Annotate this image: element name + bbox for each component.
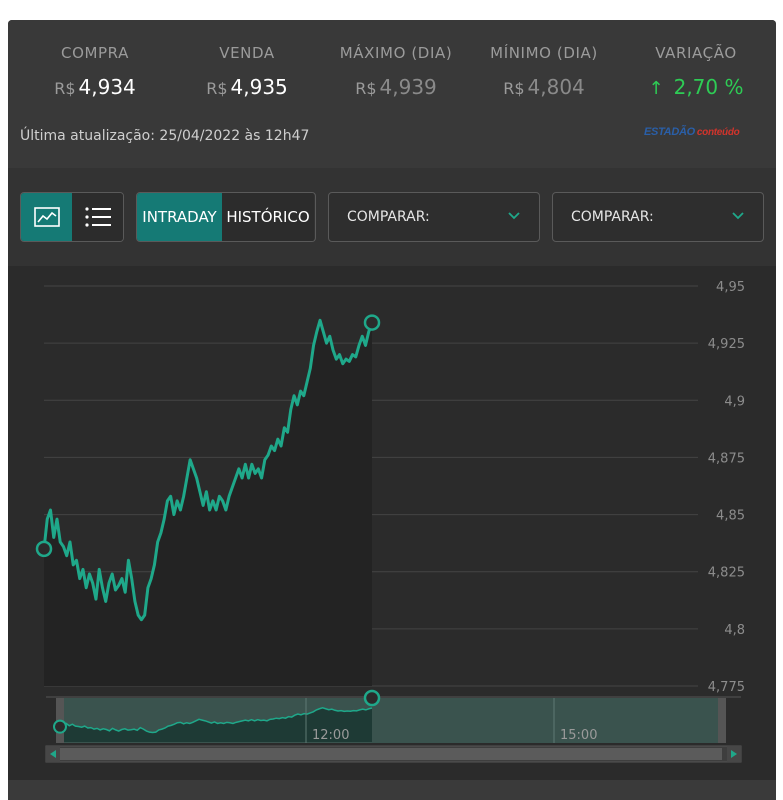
currency-quote-widget: COMPRA R$ 4,934 VENDA R$ 4,935 MÁXIMO (DIA… xyxy=(8,20,776,800)
line-chart-icon xyxy=(33,207,60,227)
quote-value: R$ 4,934 xyxy=(20,75,170,99)
footer-strip xyxy=(8,780,776,800)
navigator-x-ticks: 12:00 15:00 xyxy=(305,698,597,743)
scroll-left-icon xyxy=(50,750,56,758)
arrow-up-icon: ↑ xyxy=(648,78,664,99)
currency-symbol: R$ xyxy=(503,79,525,98)
scrollbar-thumb[interactable] xyxy=(60,748,722,760)
chart-toolbar: INTRADAY HISTÓRICO COMPARAR: COMPARAR: xyxy=(8,168,776,266)
quote-label: COMPRA xyxy=(61,44,129,62)
y-tick-label: 4,925 xyxy=(708,337,745,352)
intraday-button[interactable]: INTRADAY xyxy=(137,193,222,241)
quote-number: 4,804 xyxy=(527,75,585,99)
quote-value: R$ 4,935 xyxy=(172,75,322,99)
logo-main-text: ESTADÃO xyxy=(644,126,695,138)
quote-value: R$ 4,804 xyxy=(469,75,619,99)
y-tick-label: 4,8 xyxy=(724,623,745,638)
intraday-chart-svg: 4,95 4,925 4,9 4,875 4,85 4,825 4,8 4,775 12:00… xyxy=(35,280,745,763)
last-update-text: Última atualização: 25/04/2022 às 12h47 xyxy=(20,128,310,144)
y-axis-ticks: 4,95 4,925 4,9 4,875 4,85 4,825 4,8 4,775 xyxy=(708,280,745,695)
y-tick-label: 4,95 xyxy=(716,280,745,295)
quote-label: VENDA xyxy=(219,44,275,62)
period-toggle-group: INTRADAY HISTÓRICO xyxy=(136,192,316,242)
compare-select-1[interactable]: COMPARAR: xyxy=(328,192,540,242)
chevron-down-icon xyxy=(732,212,744,220)
y-tick-label: 4,775 xyxy=(708,680,745,695)
quote-label: MÁXIMO (DIA) xyxy=(339,44,453,62)
compare-select-label: COMPARAR: xyxy=(347,209,430,225)
currency-symbol: R$ xyxy=(54,79,76,98)
navigator-right-handle[interactable] xyxy=(718,698,726,743)
quote-number: 4,934 xyxy=(78,75,136,99)
y-tick-label: 4,825 xyxy=(708,566,745,581)
quote-value: ↑ 2,70 % xyxy=(621,75,771,99)
compare-select-label: COMPARAR: xyxy=(571,209,654,225)
price-chart: 4,95 4,925 4,9 4,875 4,85 4,825 4,8 4,775 12:00… xyxy=(8,266,776,780)
navigator-series-line xyxy=(59,707,373,734)
quote-label: MÍNIMO (DIA) xyxy=(490,44,598,62)
x-tick-label: 12:00 xyxy=(312,728,349,743)
series-start-marker xyxy=(35,540,53,558)
quote-header: COMPRA R$ 4,934 VENDA R$ 4,935 MÁXIMO (DIA… xyxy=(8,20,776,168)
range-navigator[interactable]: 12:00 15:00 xyxy=(46,689,741,743)
quote-number: 2,70 % xyxy=(673,75,744,99)
x-tick-label: 15:00 xyxy=(560,728,597,743)
quote-number: 4,935 xyxy=(230,75,288,99)
currency-symbol: R$ xyxy=(206,79,228,98)
navigator-scrollbar[interactable] xyxy=(45,745,742,763)
y-tick-label: 4,875 xyxy=(708,451,745,466)
historico-button[interactable]: HISTÓRICO xyxy=(222,193,314,241)
list-view-button[interactable] xyxy=(72,193,123,241)
price-series-line xyxy=(42,318,374,622)
logo-sub-text: conteúdo xyxy=(696,127,740,138)
y-tick-label: 4,9 xyxy=(724,394,745,409)
view-toggle-group xyxy=(20,192,124,242)
y-tick-label: 4,85 xyxy=(716,509,745,524)
scroll-right-icon xyxy=(731,750,737,758)
quote-value: R$ 4,939 xyxy=(321,75,471,99)
compare-select-2[interactable]: COMPARAR: xyxy=(552,192,764,242)
navigator-end-marker xyxy=(363,689,381,707)
currency-symbol: R$ xyxy=(355,79,377,98)
navigator-start-marker xyxy=(53,719,67,734)
quote-label: VARIAÇÃO xyxy=(655,44,737,62)
series-end-marker xyxy=(363,314,381,331)
estadao-conteudo-logo: ESTADÃO conteúdo xyxy=(644,126,740,138)
quote-number: 4,939 xyxy=(379,75,437,99)
chart-view-button[interactable] xyxy=(21,193,72,241)
list-icon xyxy=(84,207,111,227)
chevron-down-icon xyxy=(508,212,520,220)
